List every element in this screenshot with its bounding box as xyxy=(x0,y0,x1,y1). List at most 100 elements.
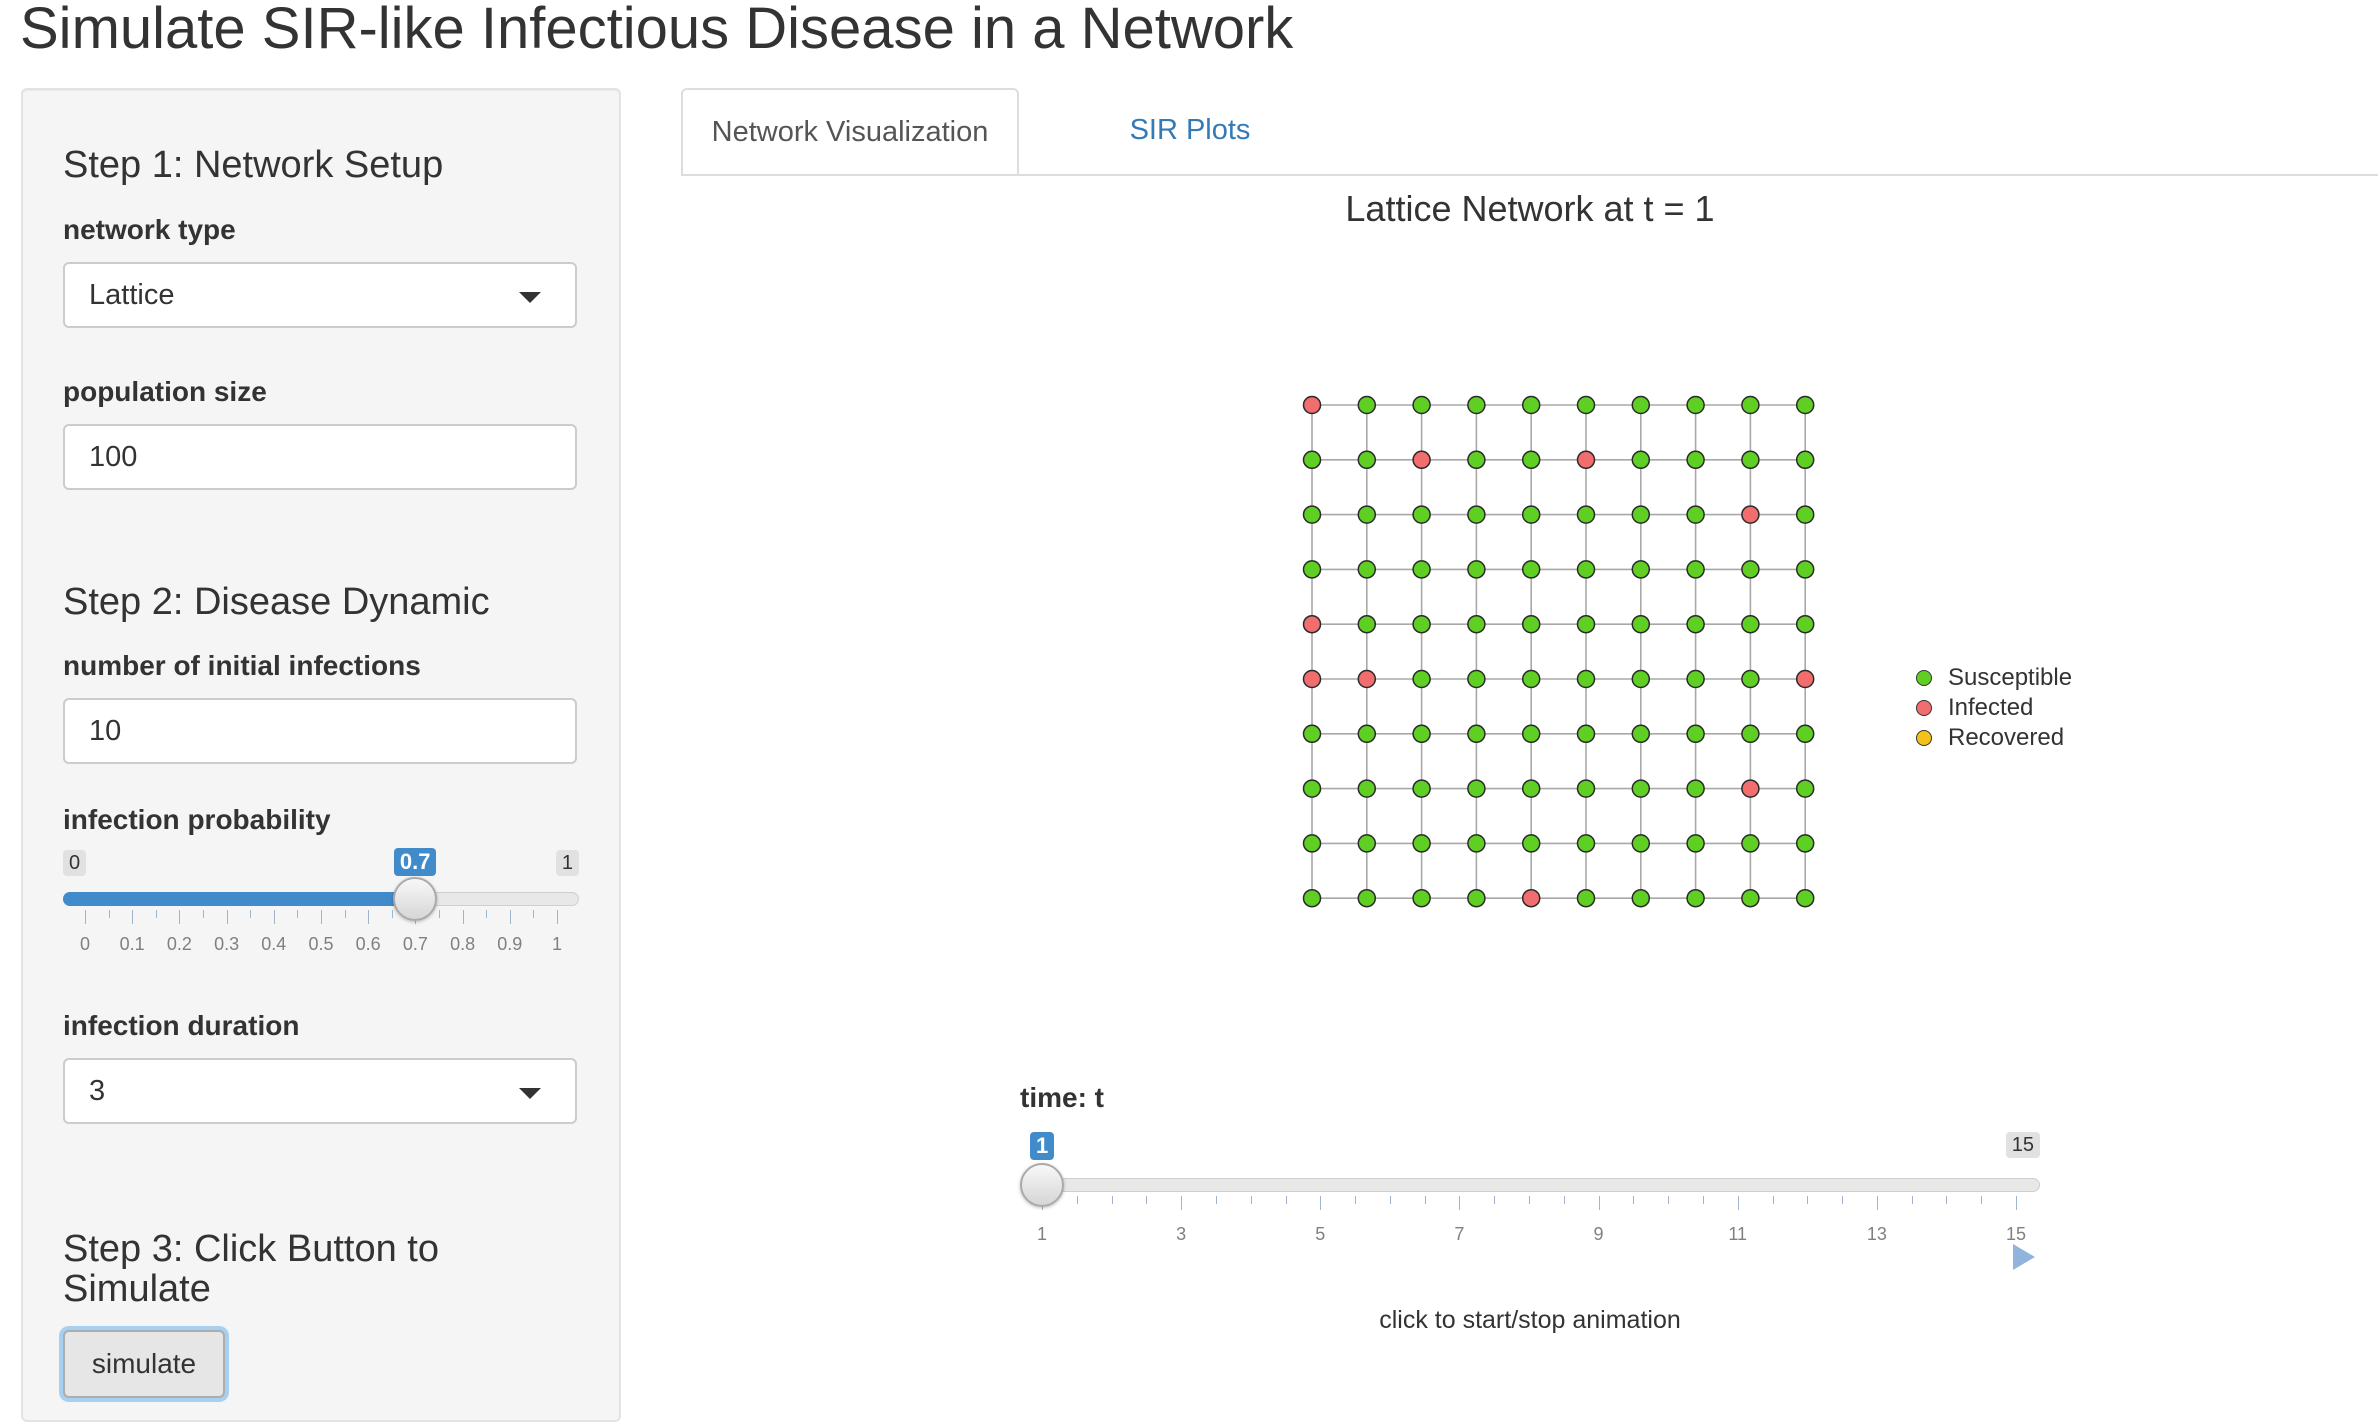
tab-network-visualization[interactable]: Network Visualization xyxy=(681,88,1019,176)
network-node xyxy=(1467,395,1486,415)
network-node xyxy=(1521,669,1541,689)
slider-tick-label: 1 xyxy=(1036,1224,1048,1244)
slider-tick-label: 0.2 xyxy=(166,934,192,954)
legend-dot xyxy=(1916,670,1932,686)
network-node xyxy=(1686,834,1705,853)
slider-minor-tick xyxy=(1842,1196,1844,1204)
population-label: population size xyxy=(63,376,267,407)
slider-major-tick xyxy=(1181,1196,1183,1210)
network-node xyxy=(1576,834,1596,853)
slider-major-tick xyxy=(226,910,228,924)
slider-major-tick xyxy=(1459,1196,1461,1210)
network-node xyxy=(1631,724,1651,744)
slider-track[interactable] xyxy=(1020,1178,2040,1192)
network-node xyxy=(1357,888,1377,908)
network-node xyxy=(1467,614,1486,634)
initial-infections-input[interactable] xyxy=(63,698,577,764)
network-node xyxy=(1576,614,1596,634)
network-node xyxy=(1686,560,1705,579)
slider-major-tick xyxy=(2016,1196,2017,1210)
slider-minor-tick xyxy=(344,910,346,918)
network-node xyxy=(1631,779,1651,798)
network-node xyxy=(1741,888,1760,908)
network-node xyxy=(1686,614,1705,634)
slider-tick-label: 5 xyxy=(1315,1224,1326,1244)
slider-handle[interactable] xyxy=(1020,1163,1064,1207)
legend-label: Recovered xyxy=(1948,724,2065,751)
slider-minor-tick xyxy=(1772,1196,1774,1204)
slider-tick-label: 0.9 xyxy=(497,934,523,954)
slider-tick-label: 0.4 xyxy=(261,934,287,954)
slider-tick-label: 3 xyxy=(1176,1224,1187,1244)
plot-title: Lattice Network at t = 1 xyxy=(1345,188,1715,229)
network-node xyxy=(1741,450,1760,470)
network-node xyxy=(1412,888,1431,908)
network-node xyxy=(1467,669,1486,689)
slider-tick-label: 13 xyxy=(1866,1224,1887,1244)
network-node xyxy=(1631,888,1651,908)
network-node xyxy=(1686,669,1705,689)
network-node xyxy=(1357,395,1377,415)
slider-handle[interactable] xyxy=(393,877,438,921)
time-slider-label: time: t xyxy=(1020,1082,1104,1113)
network-node xyxy=(1357,779,1377,798)
play-icon[interactable] xyxy=(2013,1244,2035,1270)
slider-value-label: 1 xyxy=(1030,1132,1055,1160)
slider-major-tick xyxy=(321,910,322,924)
infection-probability-slider[interactable]: 0 1 0.7 0 0.1 0.2 0.3 0.4 0.5 0.6 0.7 0.8 0.9 1 xyxy=(63,848,579,960)
slider-minor-tick xyxy=(1285,1196,1287,1204)
slider-minor-tick xyxy=(1668,1196,1670,1204)
network-node xyxy=(1631,669,1651,689)
slider-minor-tick xyxy=(1981,1196,1983,1204)
network-node xyxy=(1741,614,1760,634)
network-node xyxy=(1467,834,1486,853)
network-node xyxy=(1521,560,1541,579)
network-node xyxy=(1412,450,1431,470)
network-node xyxy=(1576,724,1596,744)
network-node xyxy=(1302,505,1322,524)
network-node xyxy=(1686,450,1705,470)
network-node xyxy=(1741,834,1760,853)
simulate-button[interactable]: simulate xyxy=(63,1330,225,1398)
time-slider[interactable]: 15 1 1 3 5 7 9 11 13 15 xyxy=(1020,1128,2040,1248)
network-type-select[interactable]: Lattice xyxy=(63,262,577,328)
slider-minor-tick xyxy=(1633,1196,1635,1204)
slider-minor-tick xyxy=(155,910,157,918)
network-node xyxy=(1467,724,1486,744)
network-node xyxy=(1795,888,1815,908)
slider-minor-tick xyxy=(439,910,440,918)
slider-fill xyxy=(63,892,416,906)
network-type-label: network type xyxy=(63,214,236,245)
network-node xyxy=(1795,450,1815,470)
network-node xyxy=(1521,450,1541,470)
infection-duration-select[interactable]: 3 xyxy=(63,1058,577,1124)
network-node xyxy=(1467,450,1486,470)
slider-minor-tick xyxy=(533,910,535,918)
slider-tick-label: 0.5 xyxy=(308,934,334,954)
network-node xyxy=(1302,669,1322,689)
slider-tick-label: 0.6 xyxy=(355,934,381,954)
network-node xyxy=(1576,779,1596,798)
slider-max-label: 15 xyxy=(2005,1132,2040,1158)
network-node xyxy=(1521,395,1541,415)
slider-minor-tick xyxy=(1702,1196,1704,1204)
network-node xyxy=(1686,724,1705,744)
network-node xyxy=(1302,560,1322,579)
tab-sir-plots[interactable]: SIR Plots xyxy=(1129,114,1251,146)
slider-minor-tick xyxy=(1146,1196,1148,1204)
step1-heading: Step 1: Network Setup xyxy=(63,144,444,186)
slider-tick-label: 7 xyxy=(1454,1224,1465,1244)
slider-tick-label: 0.7 xyxy=(402,934,428,954)
network-node xyxy=(1412,724,1431,744)
sidebar-panel: Step 1: Network Setup network type Latti… xyxy=(21,88,621,1422)
network-node xyxy=(1302,779,1322,798)
network-node xyxy=(1631,450,1651,470)
slider-minor-tick xyxy=(1076,1196,1078,1204)
population-input[interactable] xyxy=(63,424,577,490)
slider-major-tick xyxy=(1598,1196,1600,1210)
network-node xyxy=(1686,779,1705,798)
network-node xyxy=(1741,779,1760,798)
network-node xyxy=(1741,724,1760,744)
network-node xyxy=(1302,395,1322,415)
slider-tick-label: 0.8 xyxy=(450,934,476,954)
